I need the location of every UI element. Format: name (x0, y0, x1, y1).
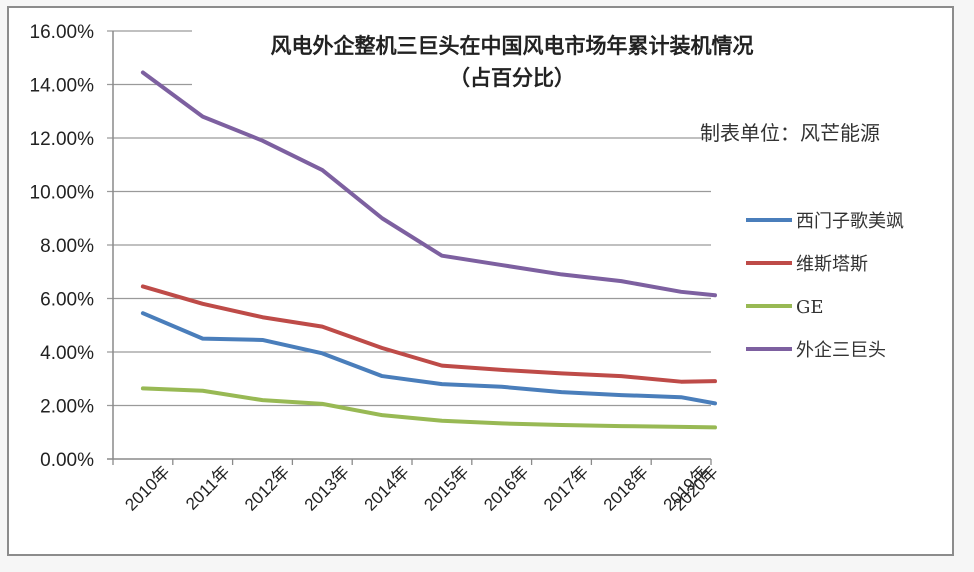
legend-label: 西门子歌美飒 (796, 211, 904, 232)
series-line (140, 386, 717, 430)
x-tick-label: 2016年 (480, 462, 532, 514)
series-lines (140, 70, 717, 430)
x-tick-label: 2014年 (361, 462, 413, 514)
x-tick-label: 2013年 (301, 462, 353, 514)
legend-label: 维斯塔斯 (796, 254, 868, 275)
chart-frame (7, 6, 954, 556)
x-axis-ticks: 2010年 2011年 2012年 2013年 2014年 2015年 2016年 2017年… (112, 459, 722, 515)
y-axis-ticks: 0.00% 2.00% 4.00% 6.00% 8.00% 10.00% 12.00% 14.… (30, 22, 95, 471)
axes (107, 31, 711, 460)
x-tick-label: 2012年 (241, 462, 293, 514)
legend-item: 维斯塔斯 (746, 254, 868, 275)
y-tick-label: 4.00% (40, 343, 94, 364)
x-tick-label: 2017年 (540, 462, 592, 514)
y-tick-label: 16.00% (30, 22, 95, 43)
legend-item: 外企三巨头 (746, 340, 886, 361)
legend-label: 外企三巨头 (796, 340, 886, 361)
legend-item: GE (746, 297, 824, 318)
y-tick-label: 12.00% (30, 129, 95, 150)
series-line (140, 284, 717, 384)
y-tick-label: 14.00% (30, 76, 95, 97)
legend-item: 西门子歌美飒 (746, 211, 904, 232)
chart-title: 风电外企整机三巨头在中国风电市场年累计装机情况 (271, 33, 754, 58)
chart-subtitle: （占百分比） (449, 65, 575, 90)
y-tick-label: 6.00% (40, 290, 94, 311)
gridlines (107, 30, 711, 407)
x-tick-label: 2018年 (600, 462, 652, 514)
source-annotation: 制表单位：风芒能源 (700, 121, 880, 145)
x-tick-label: 2011年 (182, 462, 233, 513)
series-line (140, 70, 717, 298)
series-line (140, 311, 717, 406)
y-tick-label: 8.00% (40, 236, 94, 257)
x-tick-label: 2010年 (121, 462, 173, 514)
legend-label: GE (796, 297, 824, 318)
x-tick-label: 2015年 (420, 462, 472, 514)
y-tick-label: 0.00% (40, 450, 94, 471)
y-tick-label: 2.00% (40, 397, 94, 418)
y-tick-label: 10.00% (30, 183, 95, 204)
